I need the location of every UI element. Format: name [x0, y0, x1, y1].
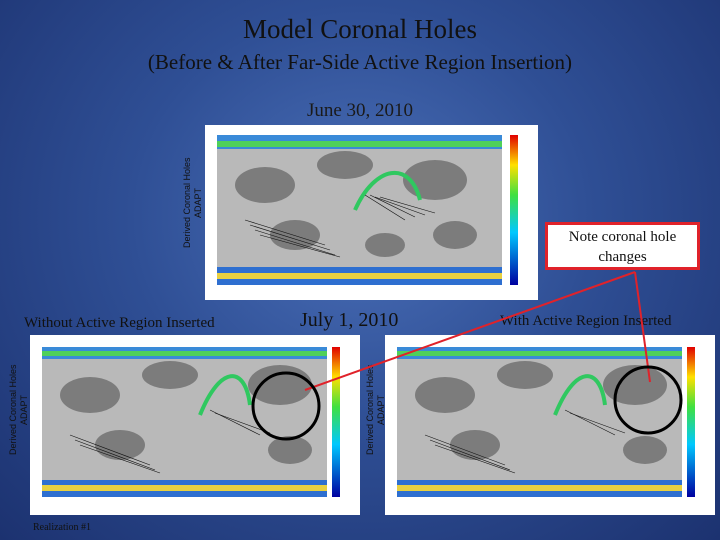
highlight-circle-left [251, 371, 321, 441]
date-top: June 30, 2010 [306, 100, 414, 121]
highlight-circle-right [613, 365, 683, 435]
coronal-map-with [385, 335, 715, 515]
coronal-map-top [205, 125, 538, 300]
label-without-active-region: Without Active Region Inserted [24, 315, 215, 331]
slide-title: Model Coronal Holes [243, 14, 477, 44]
pointer-line-right [634, 271, 651, 383]
note-box: Note coronal hole changes [545, 222, 700, 270]
label-with-active-region: With Active Region Inserted [500, 313, 672, 329]
date-bottom: July 1, 2010 [300, 309, 399, 331]
coronal-map-without [30, 335, 360, 515]
realization-label: Realization #1 [33, 522, 92, 533]
pointer-line-left [304, 271, 636, 391]
slide-subtitle: (Before & After Far-Side Active Region I… [147, 50, 573, 74]
